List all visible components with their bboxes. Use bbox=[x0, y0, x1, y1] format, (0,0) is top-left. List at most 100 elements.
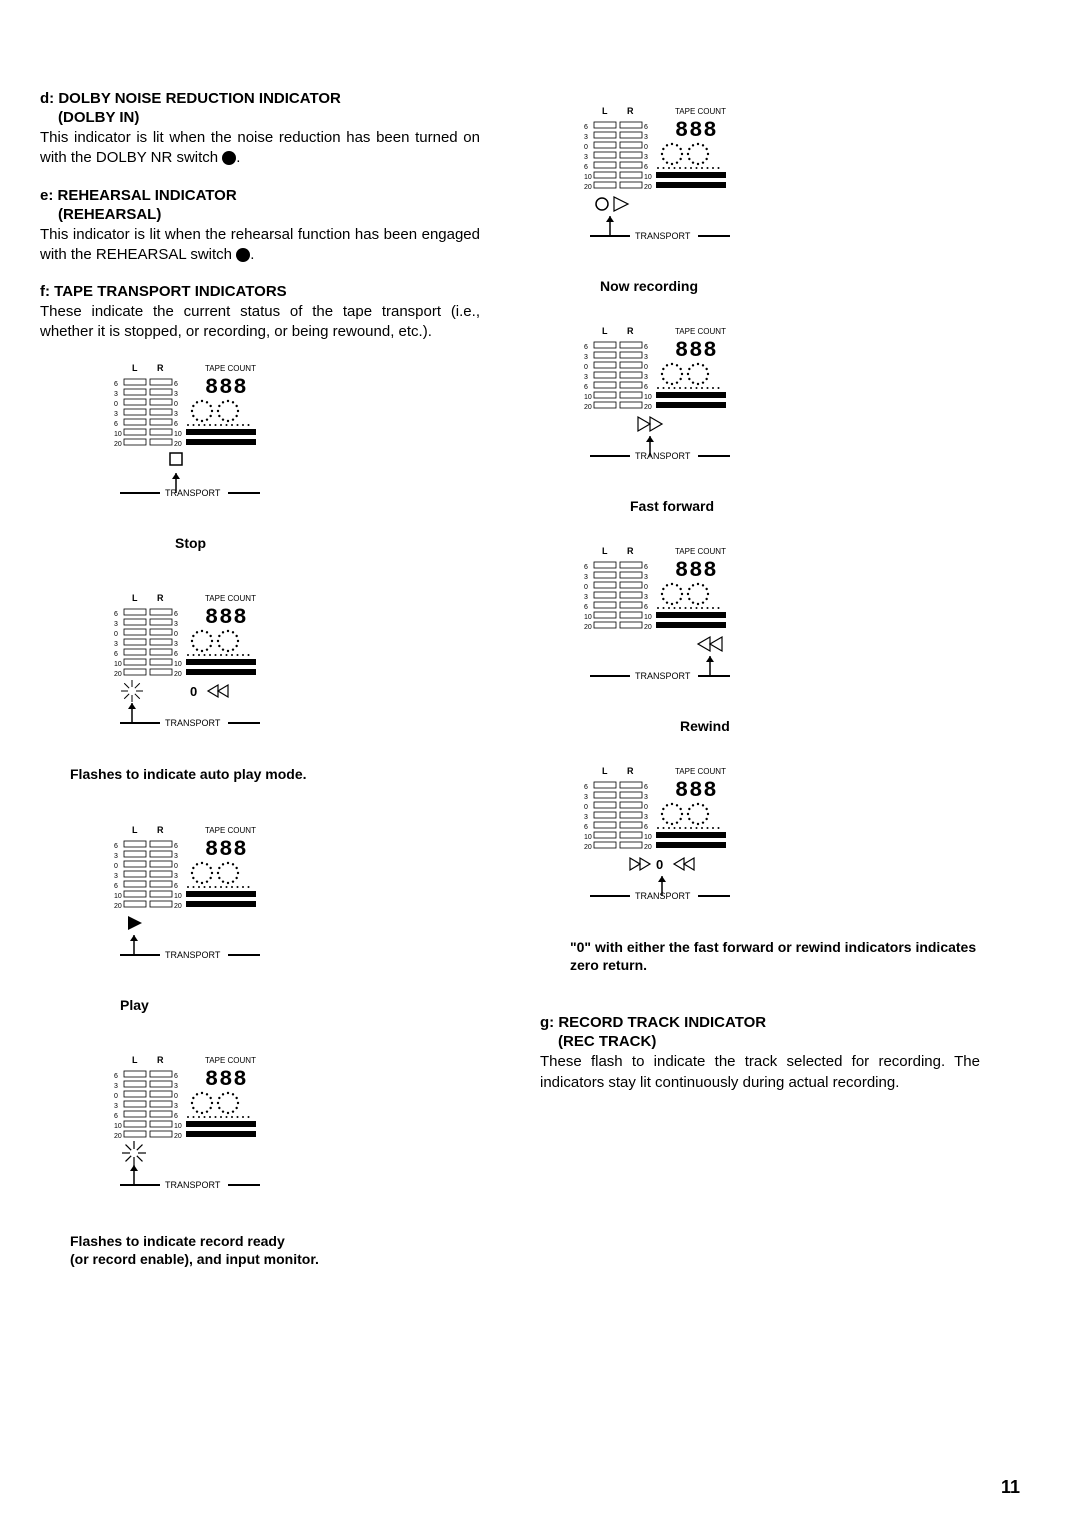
svg-text:3: 3 bbox=[584, 354, 588, 361]
svg-text:6: 6 bbox=[174, 1073, 178, 1080]
svg-text:6: 6 bbox=[644, 564, 648, 571]
svg-text:3: 3 bbox=[174, 641, 178, 648]
section-e-head: e: REHEARSAL INDICATOR bbox=[40, 187, 480, 204]
svg-text:20: 20 bbox=[114, 1133, 122, 1140]
section-g-sub: (REC TRACK) bbox=[558, 1033, 980, 1050]
svg-text:3: 3 bbox=[644, 594, 648, 601]
svg-text:3: 3 bbox=[644, 354, 648, 361]
svg-text:TRANSPORT: TRANSPORT bbox=[165, 718, 221, 728]
svg-text:20: 20 bbox=[644, 624, 652, 631]
svg-text:TAPE COUNT: TAPE COUNT bbox=[675, 107, 726, 116]
svg-text:888: 888 bbox=[205, 375, 248, 400]
section-f-body: These indicate the current status of the… bbox=[40, 302, 480, 343]
svg-text:10: 10 bbox=[174, 431, 182, 438]
svg-text:6: 6 bbox=[174, 381, 178, 388]
svg-text:3: 3 bbox=[584, 594, 588, 601]
svg-text:6: 6 bbox=[114, 883, 118, 890]
svg-text:10: 10 bbox=[584, 174, 592, 181]
svg-text:3: 3 bbox=[644, 814, 648, 821]
diagram-play: LRTAPE COUNT663300336610102020888TRANSPO… bbox=[40, 823, 480, 1013]
svg-text:888: 888 bbox=[675, 338, 718, 363]
caption-ff: Fast forward bbox=[580, 498, 980, 514]
caption-nowrec: Now recording bbox=[580, 278, 980, 294]
diagram-nowrec: LRTAPE COUNT663300336610102020888TRANSPO… bbox=[540, 104, 980, 294]
svg-text:0: 0 bbox=[584, 804, 588, 811]
page-number: 11 bbox=[1001, 1477, 1020, 1498]
svg-text:3: 3 bbox=[584, 574, 588, 581]
svg-text:3: 3 bbox=[174, 1083, 178, 1090]
svg-text:R: R bbox=[627, 766, 634, 776]
section-g-body: These flash to indicate the track select… bbox=[540, 1052, 980, 1093]
caption-play: Play bbox=[110, 997, 480, 1013]
svg-text:6: 6 bbox=[644, 164, 648, 171]
svg-text:888: 888 bbox=[205, 837, 248, 862]
section-d-head: d: DOLBY NOISE REDUCTION INDICATOR bbox=[40, 90, 480, 107]
svg-text:TAPE COUNT: TAPE COUNT bbox=[205, 364, 256, 373]
svg-text:20: 20 bbox=[114, 671, 122, 678]
svg-text:3: 3 bbox=[584, 134, 588, 141]
svg-text:888: 888 bbox=[675, 558, 718, 583]
svg-text:6: 6 bbox=[584, 124, 588, 131]
svg-text:6: 6 bbox=[584, 384, 588, 391]
svg-text:20: 20 bbox=[644, 404, 652, 411]
meter-display-icon: LRTAPE COUNT663300336610102020888TRANSPO… bbox=[110, 823, 310, 993]
svg-text:3: 3 bbox=[644, 374, 648, 381]
svg-text:3: 3 bbox=[174, 1103, 178, 1110]
svg-text:0: 0 bbox=[644, 804, 648, 811]
svg-text:TAPE COUNT: TAPE COUNT bbox=[205, 826, 256, 835]
svg-text:3: 3 bbox=[114, 873, 118, 880]
diagram-rew: LRTAPE COUNT663300336610102020888TRANSPO… bbox=[540, 544, 980, 734]
svg-text:20: 20 bbox=[114, 441, 122, 448]
svg-text:0: 0 bbox=[114, 631, 118, 638]
svg-text:0: 0 bbox=[174, 1093, 178, 1100]
svg-text:3: 3 bbox=[584, 794, 588, 801]
svg-text:6: 6 bbox=[174, 883, 178, 890]
meter-display-icon: LRTAPE COUNT663300336610102020888TRANSPO… bbox=[580, 544, 780, 714]
meter-display-icon: LRTAPE COUNT6633003366101020208880TRANSP… bbox=[580, 764, 780, 934]
svg-text:20: 20 bbox=[644, 844, 652, 851]
diagram-autoplay: LRTAPE COUNT6633003366101020208880TRANSP… bbox=[40, 591, 480, 783]
svg-text:6: 6 bbox=[584, 164, 588, 171]
caption-recready: Flashes to indicate record ready (or rec… bbox=[70, 1232, 480, 1268]
svg-text:6: 6 bbox=[644, 824, 648, 831]
svg-text:6: 6 bbox=[114, 1113, 118, 1120]
svg-text:3: 3 bbox=[584, 814, 588, 821]
meter-display-icon: LRTAPE COUNT663300336610102020888TRANSPO… bbox=[580, 104, 780, 274]
svg-text:L: L bbox=[132, 1055, 138, 1065]
svg-text:10: 10 bbox=[584, 834, 592, 841]
svg-text:6: 6 bbox=[114, 421, 118, 428]
svg-text:3: 3 bbox=[644, 794, 648, 801]
svg-text:10: 10 bbox=[174, 661, 182, 668]
svg-text:888: 888 bbox=[205, 605, 248, 630]
svg-text:6: 6 bbox=[584, 824, 588, 831]
caption-autoplay: Flashes to indicate auto play mode. bbox=[70, 765, 480, 783]
svg-text:6: 6 bbox=[114, 843, 118, 850]
svg-text:TAPE COUNT: TAPE COUNT bbox=[675, 327, 726, 336]
svg-text:3: 3 bbox=[174, 853, 178, 860]
svg-text:10: 10 bbox=[584, 614, 592, 621]
svg-text:0: 0 bbox=[584, 144, 588, 151]
svg-text:20: 20 bbox=[584, 844, 592, 851]
diagram-stop: LRTAPE COUNT663300336610102020888TRANSPO… bbox=[40, 361, 480, 551]
svg-text:L: L bbox=[132, 593, 138, 603]
svg-text:10: 10 bbox=[644, 174, 652, 181]
svg-text:R: R bbox=[627, 106, 634, 116]
svg-text:10: 10 bbox=[114, 893, 122, 900]
section-f-head: f: TAPE TRANSPORT INDICATORS bbox=[40, 283, 480, 300]
svg-text:0: 0 bbox=[584, 364, 588, 371]
svg-text:3: 3 bbox=[114, 641, 118, 648]
svg-text:6: 6 bbox=[584, 784, 588, 791]
svg-text:L: L bbox=[602, 546, 608, 556]
svg-text:R: R bbox=[157, 593, 164, 603]
meter-display-icon: LRTAPE COUNT6633003366101020208880TRANSP… bbox=[110, 591, 310, 761]
svg-text:6: 6 bbox=[584, 604, 588, 611]
reference-dot-icon bbox=[222, 151, 236, 165]
svg-text:0: 0 bbox=[644, 144, 648, 151]
svg-text:L: L bbox=[602, 326, 608, 336]
svg-text:TAPE COUNT: TAPE COUNT bbox=[205, 594, 256, 603]
svg-text:3: 3 bbox=[174, 391, 178, 398]
svg-text:20: 20 bbox=[174, 671, 182, 678]
svg-text:0: 0 bbox=[584, 584, 588, 591]
svg-text:0: 0 bbox=[190, 684, 197, 699]
diagram-zeroreturn: LRTAPE COUNT6633003366101020208880TRANSP… bbox=[540, 764, 980, 974]
